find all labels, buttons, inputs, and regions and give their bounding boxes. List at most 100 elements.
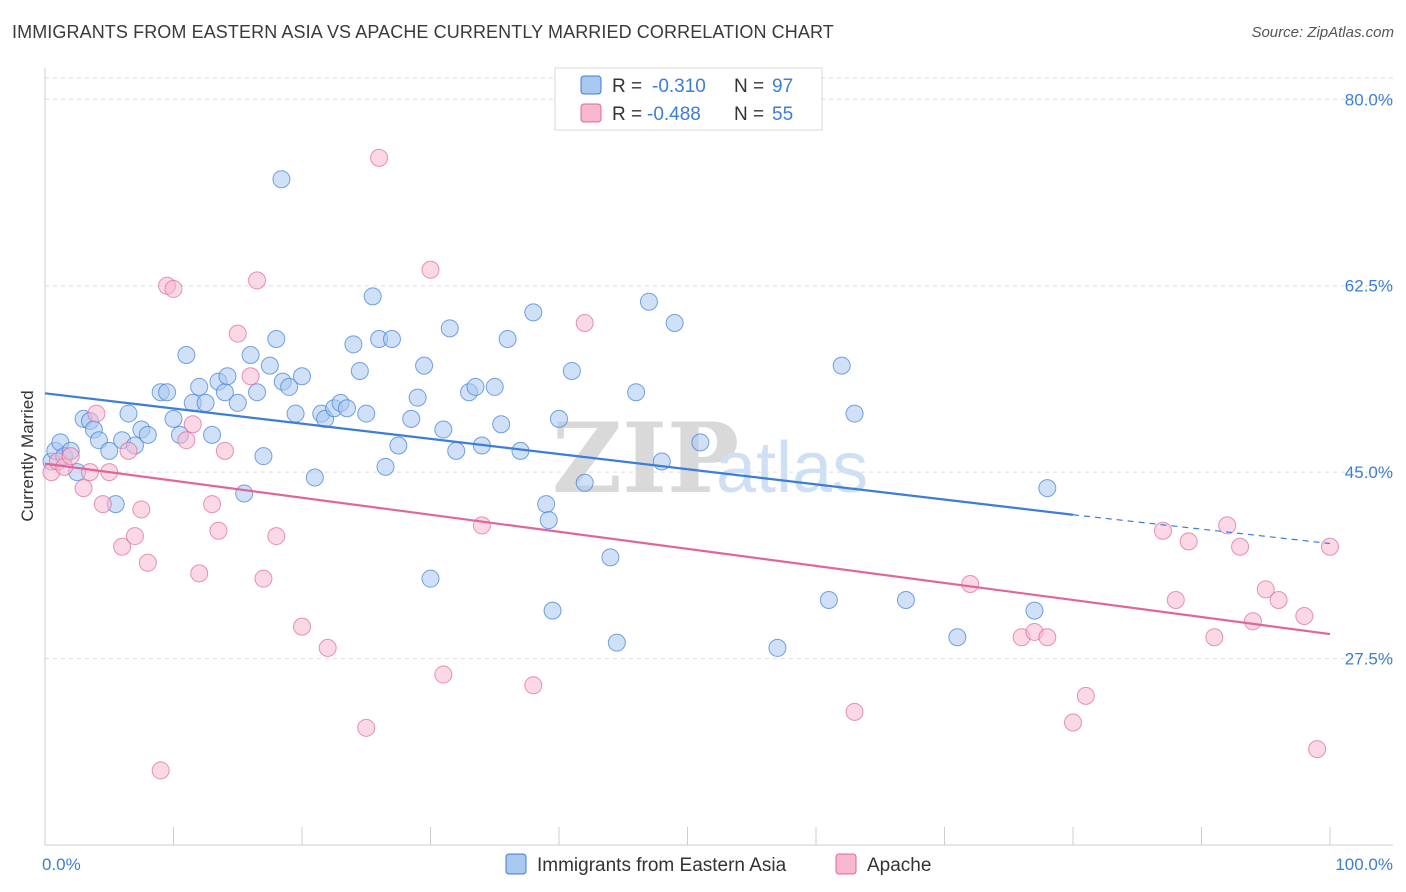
point-1-26 (254, 569, 273, 588)
point-1-46 (1179, 532, 1198, 551)
point-1-10 (119, 441, 138, 460)
trend-line-1 (44, 462, 1331, 636)
bottom-legend-swatch-blue (505, 853, 527, 875)
point-1-3 (61, 447, 80, 466)
series-legend: Immigrants from Eastern Asia Apache (505, 853, 931, 876)
point-0-86 (896, 590, 915, 609)
point-1-11 (125, 527, 144, 546)
point-1-32 (421, 260, 440, 279)
point-0-18 (158, 383, 177, 402)
point-0-88 (948, 628, 967, 647)
x-tick-label-right: 100.0% (1335, 855, 1393, 874)
point-0-62 (466, 377, 485, 396)
bottom-legend-label-blue: Immigrants from Eastern Asia (537, 855, 787, 876)
watermark: ZIP atlas (552, 402, 868, 515)
point-1-36 (575, 314, 594, 333)
point-1-20 (203, 495, 222, 514)
point-0-53 (389, 436, 408, 455)
point-1-22 (215, 441, 234, 460)
point-1-50 (1243, 612, 1262, 631)
point-1-47 (1205, 628, 1224, 647)
point-0-55 (408, 388, 427, 407)
legend-r-label-2: R = (612, 104, 642, 125)
point-1-37 (845, 702, 864, 721)
point-1-48 (1218, 516, 1237, 535)
point-0-68 (524, 303, 543, 322)
point-0-84 (832, 356, 851, 375)
point-1-42 (1076, 686, 1095, 705)
legend-r-label-1: R = (612, 76, 642, 97)
legend-n-label-2: N = (734, 104, 764, 125)
point-0-57 (421, 569, 440, 588)
point-1-6 (87, 404, 106, 423)
point-0-89 (1025, 601, 1044, 620)
point-1-55 (1321, 537, 1339, 556)
legend-n-value-1: 97 (772, 76, 793, 97)
point-1-14 (151, 761, 170, 780)
y-axis-label: Currently Married (18, 390, 37, 521)
point-0-56 (415, 356, 434, 375)
point-0-72 (550, 409, 568, 428)
legend-r-value-1: -0.310 (652, 76, 706, 97)
point-0-23 (190, 377, 209, 396)
bottom-legend-swatch-pink (835, 853, 857, 875)
point-0-85 (845, 404, 864, 423)
y-tick-label-1: 62.5% (1345, 277, 1393, 296)
point-0-48 (357, 404, 376, 423)
point-0-66 (498, 329, 517, 348)
point-1-53 (1295, 606, 1314, 625)
point-0-74 (575, 473, 594, 492)
point-1-51 (1256, 580, 1275, 599)
point-0-13 (119, 404, 138, 423)
point-0-87 (1038, 479, 1057, 498)
point-0-70 (539, 511, 558, 530)
point-0-69 (537, 495, 556, 514)
point-0-31 (241, 345, 260, 364)
point-0-29 (228, 393, 247, 412)
legend-n-value-2: 55 (772, 104, 793, 125)
series-1 (42, 148, 1339, 780)
point-1-52 (1269, 590, 1288, 609)
point-0-83 (819, 590, 838, 609)
point-0-80 (665, 314, 684, 333)
point-0-45 (337, 399, 356, 418)
point-1-27 (267, 527, 286, 546)
series-0 (42, 170, 1057, 657)
point-0-19 (164, 409, 183, 428)
legend-swatch-pink (580, 103, 602, 123)
point-0-16 (138, 425, 157, 444)
point-0-34 (260, 356, 279, 375)
point-0-25 (203, 425, 222, 444)
legend-swatch-blue (580, 75, 602, 95)
point-0-33 (254, 447, 273, 466)
point-0-78 (639, 292, 658, 311)
watermark-atlas: atlas (716, 428, 868, 508)
trend-layer (44, 392, 1331, 636)
point-1-34 (472, 516, 491, 535)
point-0-35 (267, 329, 286, 348)
point-1-16 (164, 279, 183, 298)
point-1-30 (357, 718, 376, 737)
point-0-51 (376, 457, 395, 476)
y-tick-labels: 80.0% 62.5% 45.0% 27.5% (1345, 90, 1393, 668)
bottom-legend-label-pink: Apache (867, 855, 931, 876)
series-layer (42, 148, 1339, 780)
point-1-5 (80, 463, 99, 482)
watermark-zip: ZIP (552, 402, 739, 515)
point-0-59 (440, 319, 459, 338)
point-1-24 (241, 367, 260, 386)
point-1-41 (1038, 628, 1057, 647)
trend-line-0 (44, 392, 1074, 516)
point-0-10 (100, 441, 119, 460)
point-0-54 (402, 409, 421, 428)
point-0-82 (768, 638, 787, 657)
point-1-29 (318, 638, 337, 657)
point-1-13 (138, 553, 157, 572)
point-1-19 (190, 564, 209, 583)
point-0-47 (350, 361, 369, 380)
point-1-31 (370, 148, 389, 167)
point-0-75 (601, 548, 620, 567)
y-tick-label-2: 45.0% (1345, 463, 1393, 482)
chart-title: IMMIGRANTS FROM EASTERN ASIA VS APACHE C… (12, 22, 834, 42)
y-tick-label-0: 80.0% (1345, 90, 1393, 109)
